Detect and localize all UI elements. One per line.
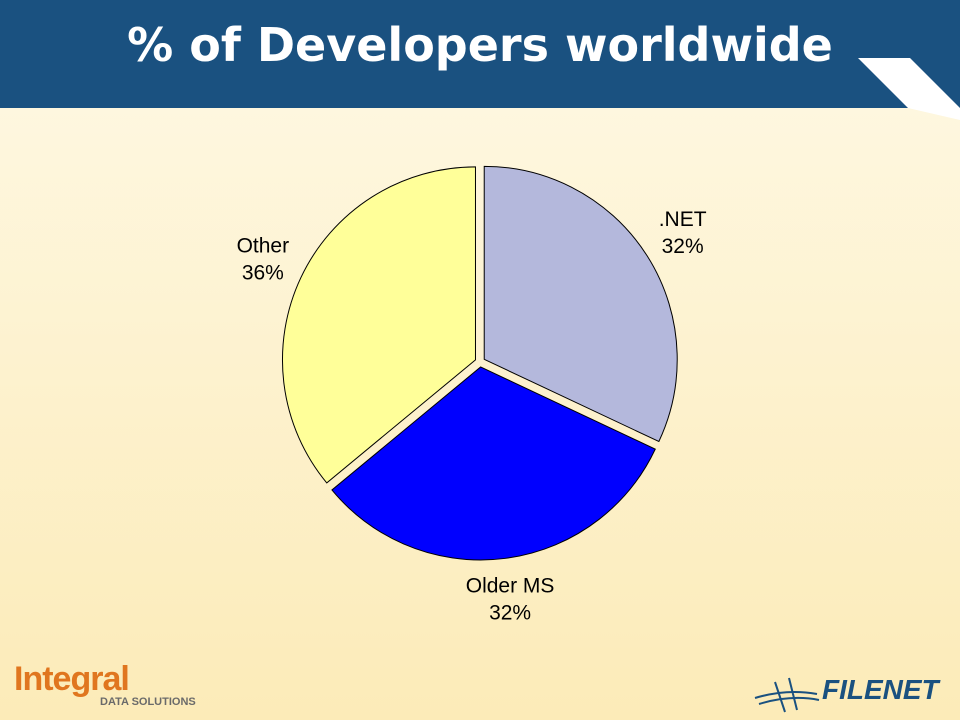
slice-value-label: 32% [489, 602, 531, 625]
pie-slice [282, 166, 476, 484]
header-bar [0, 0, 960, 108]
pie-slice [483, 165, 678, 443]
pie-slice [331, 366, 656, 561]
header-decoration [858, 58, 960, 120]
slice-value-label: 32% [662, 235, 704, 258]
slice-label: Older MS [466, 575, 555, 598]
filenet-logo: FILENET [822, 674, 939, 705]
filenet-emblem [754, 677, 820, 713]
slice-label: .NET [659, 208, 707, 231]
slice-value-label: 36% [242, 261, 284, 284]
integral-logo: Integral [14, 660, 130, 698]
integral-logo-subtitle: DATA SOLUTIONS [100, 696, 196, 708]
slice-label: Other [237, 234, 290, 257]
chart-title: % of Developers worldwide [127, 18, 833, 72]
